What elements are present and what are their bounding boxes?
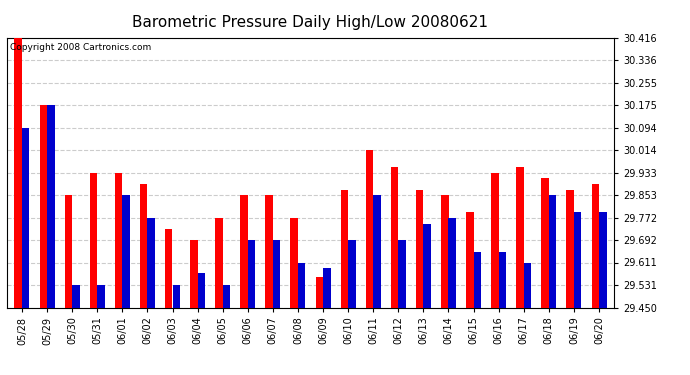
Text: Copyright 2008 Cartronics.com: Copyright 2008 Cartronics.com bbox=[10, 43, 151, 52]
Bar bbox=[197, 273, 205, 308]
Bar bbox=[441, 195, 449, 308]
Bar bbox=[240, 195, 248, 308]
Bar bbox=[398, 240, 406, 308]
Bar bbox=[448, 217, 456, 308]
Bar bbox=[172, 285, 180, 308]
Bar bbox=[591, 184, 599, 308]
Bar bbox=[140, 184, 148, 308]
Bar bbox=[122, 195, 130, 308]
Bar bbox=[491, 172, 499, 308]
Bar bbox=[373, 195, 381, 308]
Bar bbox=[348, 240, 355, 308]
Bar bbox=[524, 262, 531, 308]
Bar bbox=[165, 229, 172, 308]
Bar bbox=[424, 224, 431, 308]
Bar bbox=[466, 212, 473, 308]
Text: Barometric Pressure Daily High/Low 20080621: Barometric Pressure Daily High/Low 20080… bbox=[132, 15, 489, 30]
Bar bbox=[39, 105, 47, 308]
Bar bbox=[97, 285, 105, 308]
Bar bbox=[190, 240, 197, 308]
Bar bbox=[266, 195, 273, 308]
Bar bbox=[323, 268, 331, 308]
Bar bbox=[542, 178, 549, 308]
Bar bbox=[22, 128, 30, 308]
Bar bbox=[115, 172, 122, 308]
Bar bbox=[223, 285, 230, 308]
Bar bbox=[72, 285, 79, 308]
Bar bbox=[566, 189, 574, 308]
Bar bbox=[416, 189, 424, 308]
Bar bbox=[499, 252, 506, 308]
Bar bbox=[473, 252, 481, 308]
Bar bbox=[90, 172, 97, 308]
Bar bbox=[47, 105, 55, 308]
Bar bbox=[65, 195, 72, 308]
Bar bbox=[516, 167, 524, 308]
Bar bbox=[574, 212, 582, 308]
Bar bbox=[298, 262, 306, 308]
Bar bbox=[341, 189, 348, 308]
Bar bbox=[14, 38, 22, 308]
Bar bbox=[248, 240, 255, 308]
Bar bbox=[391, 167, 398, 308]
Bar bbox=[148, 217, 155, 308]
Bar bbox=[215, 217, 223, 308]
Bar bbox=[549, 195, 556, 308]
Bar bbox=[273, 240, 280, 308]
Bar bbox=[290, 217, 298, 308]
Bar bbox=[315, 277, 323, 308]
Bar bbox=[599, 212, 607, 308]
Bar bbox=[366, 150, 373, 308]
